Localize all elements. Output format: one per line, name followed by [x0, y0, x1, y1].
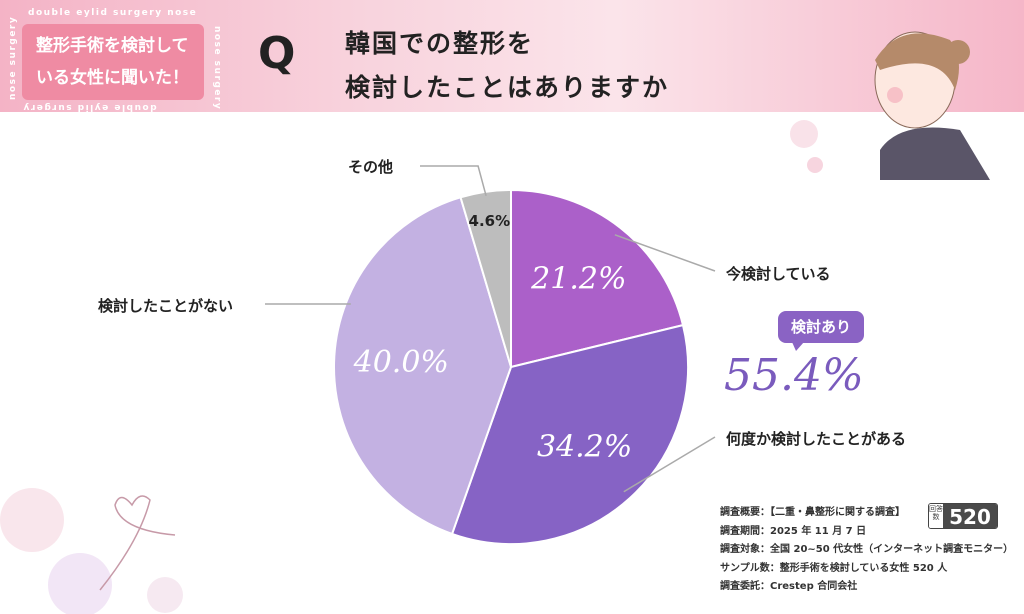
decor-bubbles: [0, 120, 823, 614]
label-other: その他: [348, 158, 394, 176]
slice-value-label: 4.6%: [469, 212, 511, 230]
slice-value-label: 21.2%: [530, 262, 626, 297]
survey-line: サンプル数：整形手術を検討している女性 520 人: [720, 562, 948, 574]
survey-line: 調査期間：2025 年 11 月 7 日: [720, 525, 867, 537]
badge-line: いる女性に聞いた！: [36, 68, 189, 88]
survey-info: 調査概要：【二重・鼻整形に関する調査】 調査期間：2025 年 11 月 7 日…: [720, 504, 1013, 597]
question-title: 韓国での整形を 検討したことはありますか: [345, 22, 669, 110]
leader-line: [614, 234, 716, 272]
label-considered-several-times: 何度か検討したことがある: [726, 430, 907, 448]
survey-badge: 整形手術を検討して いる女性に聞いた！: [22, 24, 204, 100]
pie-slice: [510, 188, 685, 369]
title-line: 検討したことはありますか: [345, 73, 670, 102]
leader-line: [623, 436, 716, 493]
q-mark: Q: [258, 28, 296, 79]
survey-line: 調査対象：全国 20~50 代女性（インターネット調査モニター）: [720, 544, 1014, 555]
response-count: 回答数 520: [928, 503, 998, 529]
woman-illustration: [874, 31, 990, 180]
badge-ring-text: double eylid surgery nose nose surgery n…: [0, 0, 240, 120]
survey-line: 調査委託：Crestep 合同会社: [720, 581, 858, 592]
considered-callout: 検討あり: [778, 311, 864, 351]
label-now-considering: 今検討している: [726, 265, 831, 283]
slice-value-label: 34.2%: [537, 429, 632, 464]
badge-line: 整形手術を検討して: [36, 36, 189, 56]
pie-slice: [333, 196, 513, 536]
header-banner: double eylid surgery nose nose surgery n…: [0, 0, 1024, 112]
ring-text-top: double eylid surgery nose: [28, 8, 198, 18]
considered-total: 55.4%: [724, 350, 864, 401]
survey-line: 調査概要：【二重・鼻整形に関する調査】: [720, 507, 905, 518]
slice-value-label: 40.0%: [353, 345, 449, 380]
count-value: 520: [943, 504, 997, 528]
label-never-considered: 検討したことがない: [98, 297, 234, 315]
title-line: 韓国での整形を: [345, 29, 535, 58]
count-label: 回答数: [929, 504, 943, 528]
leader-line: [420, 165, 487, 196]
heart-doodle: [99, 495, 176, 591]
